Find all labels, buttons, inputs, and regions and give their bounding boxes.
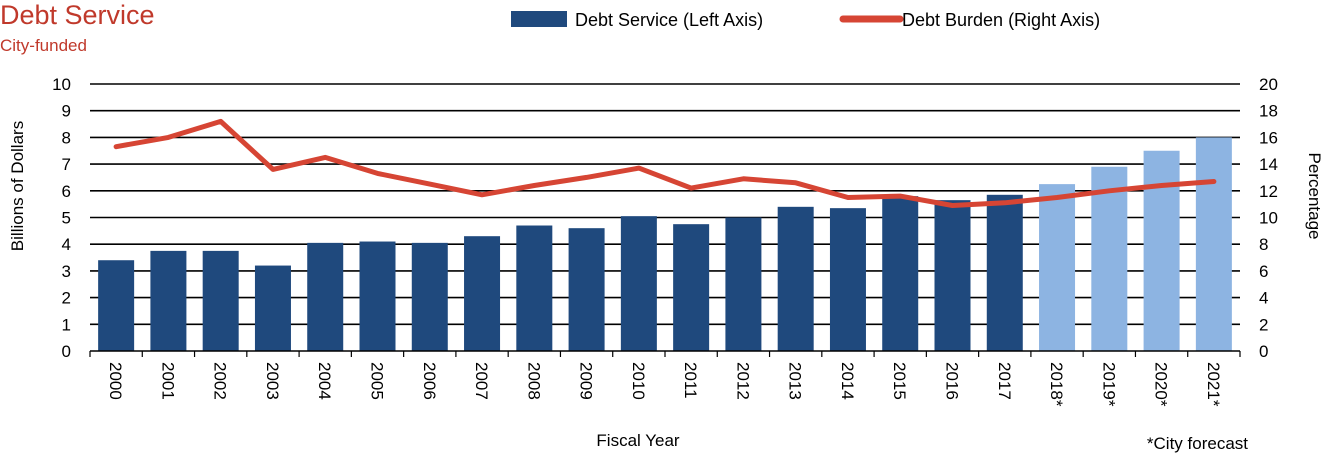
bar-2007 xyxy=(464,236,501,351)
legend-swatch-debt-service xyxy=(511,11,567,27)
x-tick-label: 2017 xyxy=(995,362,1014,400)
y2-tick-label: 4 xyxy=(1259,289,1268,308)
bar-2013 xyxy=(777,206,814,351)
x-tick-label: 2005 xyxy=(368,362,387,400)
bar-2006 xyxy=(411,242,448,351)
bar-2015 xyxy=(882,196,919,351)
x-tick-label: 2006 xyxy=(420,362,439,400)
y-tick-label: 0 xyxy=(62,342,71,361)
y2-tick-label: 16 xyxy=(1259,128,1278,147)
axes xyxy=(89,350,1241,357)
y-tick-label: 2 xyxy=(62,289,71,308)
x-tick-label: 2007 xyxy=(472,362,491,400)
bar-2009 xyxy=(568,228,605,351)
chart-subtitle: City-funded xyxy=(0,36,87,55)
chart-title: Debt Service xyxy=(0,0,155,30)
y2-tick-label: 8 xyxy=(1259,235,1268,254)
bar-2010 xyxy=(620,216,657,351)
y2-tick-label: 0 xyxy=(1259,342,1268,361)
x-tick-label: 2004 xyxy=(315,362,334,400)
x-axis-ticks: 2000 2001 2002 2003 2004 2005 2006 2007 2008 2009… xyxy=(106,362,1223,407)
x-tick-label: 2009 xyxy=(577,362,596,400)
x-tick-label: 2000 xyxy=(106,362,125,400)
x-tick-label: 2016 xyxy=(943,362,962,400)
legend-label-debt-service: Debt Service (Left Axis) xyxy=(575,10,763,30)
forecast-footnote: *City forecast xyxy=(1147,434,1248,453)
x-tick-label: 2002 xyxy=(211,362,230,400)
x-tick-label: 2012 xyxy=(733,362,752,400)
y2-axis-label: Percentage xyxy=(1305,153,1324,240)
bar-2005 xyxy=(359,241,396,351)
y-tick-label: 3 xyxy=(62,262,71,281)
x-tick-label: 2011 xyxy=(681,362,700,399)
x-tick-label: 2013 xyxy=(786,362,805,400)
y2-tick-label: 10 xyxy=(1259,209,1278,228)
left-axis-ticks: 0 1 2 3 4 5 6 7 8 9 10 xyxy=(52,75,71,361)
bar-2012 xyxy=(725,217,762,351)
y-tick-label: 9 xyxy=(62,102,71,121)
bar-2002 xyxy=(202,250,239,351)
bar-2021-forecast xyxy=(1195,137,1232,351)
x-tick-label: 2014 xyxy=(838,362,857,400)
y2-tick-label: 20 xyxy=(1259,75,1278,94)
x-tick-label: 2015 xyxy=(890,362,909,400)
bar-2000 xyxy=(98,260,135,351)
bar-series-debt-service xyxy=(98,137,1232,351)
y-axis-label: Billions of Dollars xyxy=(8,121,27,251)
bar-2003 xyxy=(254,265,291,351)
y2-tick-label: 18 xyxy=(1259,102,1278,121)
legend-label-debt-burden: Debt Burden (Right Axis) xyxy=(902,10,1100,30)
bar-2001 xyxy=(150,250,187,351)
y-tick-label: 8 xyxy=(62,128,71,147)
debt-burden-line xyxy=(113,118,1217,208)
bar-2008 xyxy=(516,225,553,351)
bar-2017 xyxy=(986,194,1023,351)
x-tick-label: 2020* xyxy=(1152,362,1171,407)
y-tick-label: 5 xyxy=(62,209,71,228)
y2-tick-label: 6 xyxy=(1259,262,1268,281)
y2-tick-label: 2 xyxy=(1259,315,1268,334)
y-tick-label: 4 xyxy=(62,235,71,254)
y-tick-label: 7 xyxy=(62,155,71,174)
bar-2016 xyxy=(934,200,971,351)
right-axis-ticks: 0 2 4 6 8 10 12 14 16 18 20 xyxy=(1259,75,1278,361)
x-tick-label: 2018* xyxy=(1047,362,1066,407)
x-tick-label: 2008 xyxy=(524,362,543,400)
x-tick-label: 2019* xyxy=(1099,362,1118,407)
bar-2018-forecast xyxy=(1039,184,1076,351)
x-tick-label: 2021* xyxy=(1204,362,1223,407)
y-tick-label: 6 xyxy=(62,182,71,201)
bar-2011 xyxy=(673,224,710,351)
x-tick-label: 2010 xyxy=(629,362,648,400)
x-axis-label: Fiscal Year xyxy=(596,431,679,450)
y-tick-label: 10 xyxy=(52,75,71,94)
x-tick-label: 2003 xyxy=(263,362,282,400)
bar-2014 xyxy=(829,208,866,351)
y2-tick-label: 14 xyxy=(1259,155,1278,174)
bar-2019-forecast xyxy=(1091,166,1128,351)
y2-tick-label: 12 xyxy=(1259,182,1278,201)
y-tick-label: 1 xyxy=(62,315,71,334)
bar-2004 xyxy=(307,242,344,351)
x-tick-label: 2001 xyxy=(158,362,177,400)
line-series-debt-burden xyxy=(113,118,1217,208)
legend: Debt Service (Left Axis) Debt Burden (Ri… xyxy=(511,10,1100,30)
bar-2020-forecast xyxy=(1143,150,1180,351)
